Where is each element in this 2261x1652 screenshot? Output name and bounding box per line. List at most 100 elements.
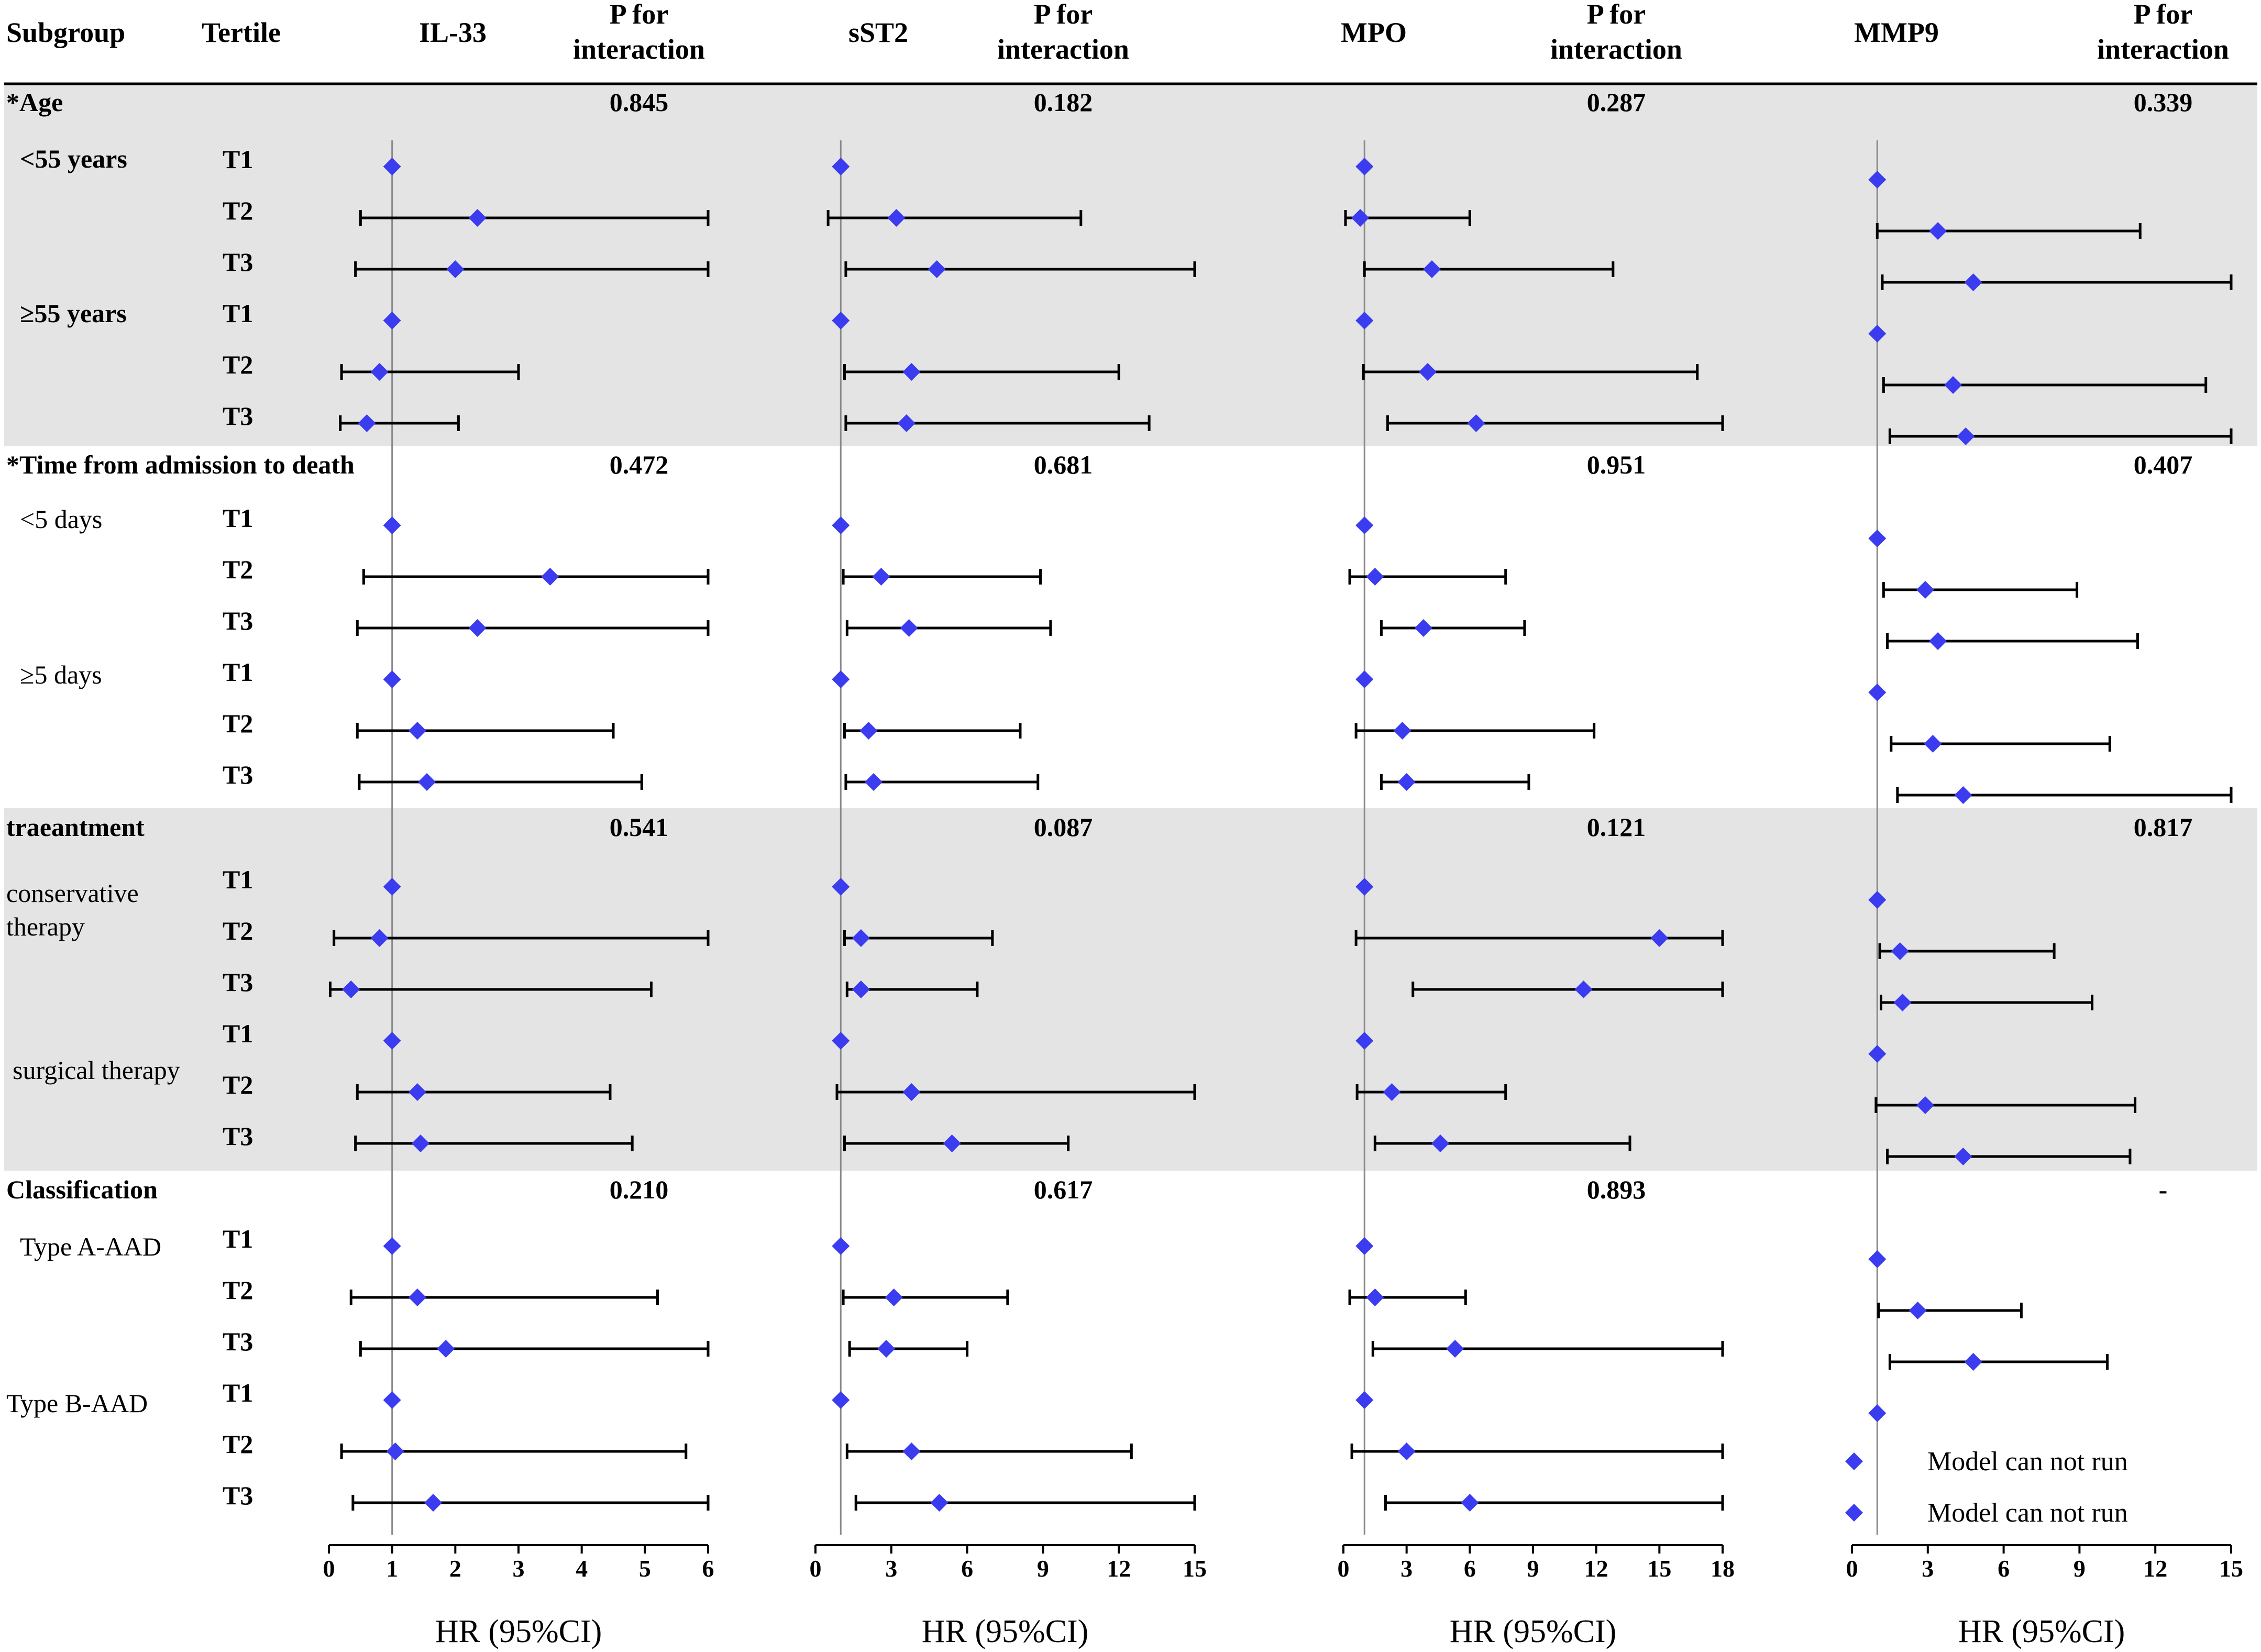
hr-point [1355,670,1374,688]
hr-point [1355,516,1374,534]
tertile-label: T3 [223,967,253,997]
hr-point [900,619,918,637]
hr-point [1393,722,1411,740]
x-tick-label: 3 [885,1555,897,1582]
p-value: 0.121 [1587,812,1646,842]
header-p-line1: P for [2134,0,2192,30]
hr-point [832,1032,850,1050]
x-tick-label: 0 [1846,1555,1858,1582]
hr-point [386,1442,404,1460]
hr-point [383,312,401,329]
hr-point [1461,1494,1479,1512]
tertile-label: T1 [223,145,253,174]
header-biomarker: sST2 [848,17,908,48]
x-tick-label: 6 [961,1555,973,1582]
tertile-label: T2 [223,1429,253,1459]
hr-point [383,878,401,896]
header-biomarker: IL-33 [419,17,487,48]
p-value: 0.893 [1587,1175,1646,1204]
hr-point [1397,773,1416,791]
hr-point [902,1083,921,1101]
hr-point [1916,581,1934,599]
hr-point [832,878,850,896]
section-title: *Time from admission to death [6,450,355,479]
x-tick-label: 9 [1037,1555,1049,1582]
hr-point [1397,1442,1416,1460]
hr-point [902,1442,921,1460]
hr-point [1366,1288,1384,1306]
hr-point [1916,1096,1934,1114]
hr-point [852,981,870,998]
hr-point [1431,1135,1450,1152]
hr-point [541,568,559,586]
hr-point [872,568,890,586]
hr-point [424,1494,443,1512]
hr-point [877,1340,896,1358]
hr-point [1383,1083,1401,1101]
tertile-label: T3 [223,1327,253,1356]
tertile-label: T2 [223,1070,253,1099]
hr-point [1650,929,1669,947]
header-p-line2: interaction [997,34,1129,65]
hr-point [408,722,426,740]
header-p-line1: P for [1034,0,1093,30]
p-value: 0.210 [610,1175,669,1204]
hr-point [1909,1302,1927,1319]
hr-point [1422,260,1441,278]
hr-point [832,670,850,688]
hr-point [468,619,487,637]
x-tick-label: 3 [1400,1555,1413,1582]
hr-point [1929,222,1947,240]
tertile-label: T1 [223,1378,253,1407]
tertile-label: T2 [223,196,253,225]
x-tick-label: 18 [1711,1555,1735,1582]
hr-point [1929,632,1947,650]
p-value: 0.287 [1587,87,1646,117]
hr-point [1414,619,1432,637]
tertile-label: T1 [223,503,253,533]
tertile-label: T1 [223,657,253,687]
tertile-label: T1 [223,1019,253,1048]
hr-point [468,209,487,227]
p-value: 0.087 [1034,812,1093,842]
hr-point [1355,878,1374,896]
hr-point [370,929,389,947]
hr-point [1446,1340,1464,1358]
x-tick-label: 6 [1464,1555,1476,1582]
p-value: 0.845 [610,87,669,117]
x-axis-label: HR (95%CI) [1958,1614,2125,1649]
hr-point [1574,981,1593,998]
subgroup-label: Type B-AAD [6,1389,148,1418]
hr-point [408,1083,426,1101]
hr-point [859,722,878,740]
hr-point [383,1237,401,1255]
hr-point [408,1288,426,1306]
hr-point [411,1135,429,1152]
tertile-label: T3 [223,760,253,789]
legend-marker [1845,1504,1863,1522]
x-tick-label: 3 [1922,1555,1934,1582]
tertile-label: T3 [223,1481,253,1510]
hr-point [1467,414,1485,432]
section-title: traeantment [6,812,145,842]
hr-point [383,1032,401,1050]
x-tick-label: 6 [702,1555,714,1582]
p-value: 0.951 [1587,450,1646,479]
hr-point [832,1391,850,1409]
hr-point [1944,376,1962,394]
hr-point [1355,1032,1374,1050]
x-tick-label: 12 [1584,1555,1608,1582]
legend-label: Model can not run [1927,1447,2128,1477]
x-tick-label: 5 [639,1555,651,1582]
hr-point [418,773,436,791]
x-axis-label: HR (95%CI) [435,1614,602,1649]
header-subgroup: Subgroup [6,17,125,48]
hr-point [1868,325,1887,343]
subgroup-label: ≥5 days [20,660,102,689]
p-value: 0.681 [1034,450,1093,479]
hr-point [383,670,401,688]
hr-point [1924,735,1942,753]
p-value: - [2159,1175,2168,1204]
hr-point [1868,530,1887,547]
